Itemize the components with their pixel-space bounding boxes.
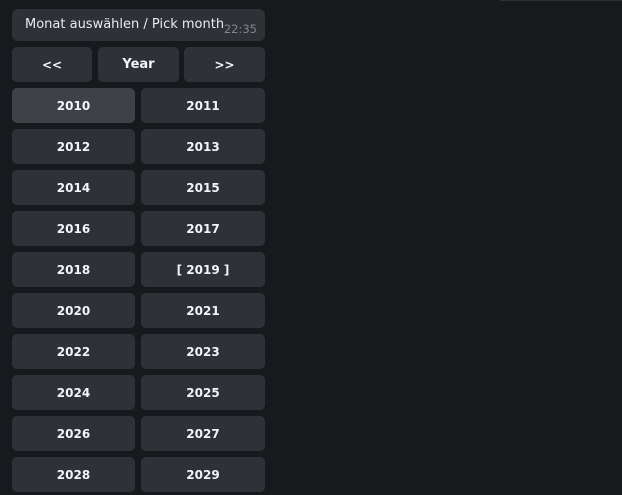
year-button[interactable]: 2028 — [12, 457, 135, 492]
year-button[interactable]: 2024 — [12, 375, 135, 410]
next-button[interactable]: >> — [184, 47, 265, 82]
year-button[interactable]: 2027 — [141, 416, 265, 451]
year-button[interactable]: 2017 — [141, 211, 265, 246]
message-time: 22:35 — [223, 22, 257, 36]
message-text: Monat auswählen / Pick month — [25, 17, 225, 32]
year-button[interactable]: 2018 — [12, 252, 135, 287]
year-button[interactable]: 2023 — [141, 334, 265, 369]
year-button[interactable]: 2026 — [12, 416, 135, 451]
year-button[interactable]: [ 2019 ] — [141, 252, 265, 287]
year-button[interactable]: 2022 — [12, 334, 135, 369]
year-button[interactable]: 2016 — [12, 211, 135, 246]
year-button[interactable]: 2021 — [141, 293, 265, 328]
year-button[interactable]: 2015 — [141, 170, 265, 205]
year-button[interactable]: 2013 — [141, 129, 265, 164]
year-button[interactable]: 2014 — [12, 170, 135, 205]
year-button[interactable]: 2020 — [12, 293, 135, 328]
year-button[interactable]: 2029 — [141, 457, 265, 492]
prev-button[interactable]: << — [12, 47, 92, 82]
year-button[interactable]: 2012 — [12, 129, 135, 164]
year-button[interactable]: 2011 — [141, 88, 265, 123]
year-button[interactable]: 2025 — [141, 375, 265, 410]
year-title-button[interactable]: Year — [98, 47, 179, 82]
divider — [500, 0, 622, 1]
message-bubble: Monat auswählen / Pick month 22:35 — [12, 9, 265, 41]
year-button[interactable]: 2010 — [12, 88, 135, 123]
